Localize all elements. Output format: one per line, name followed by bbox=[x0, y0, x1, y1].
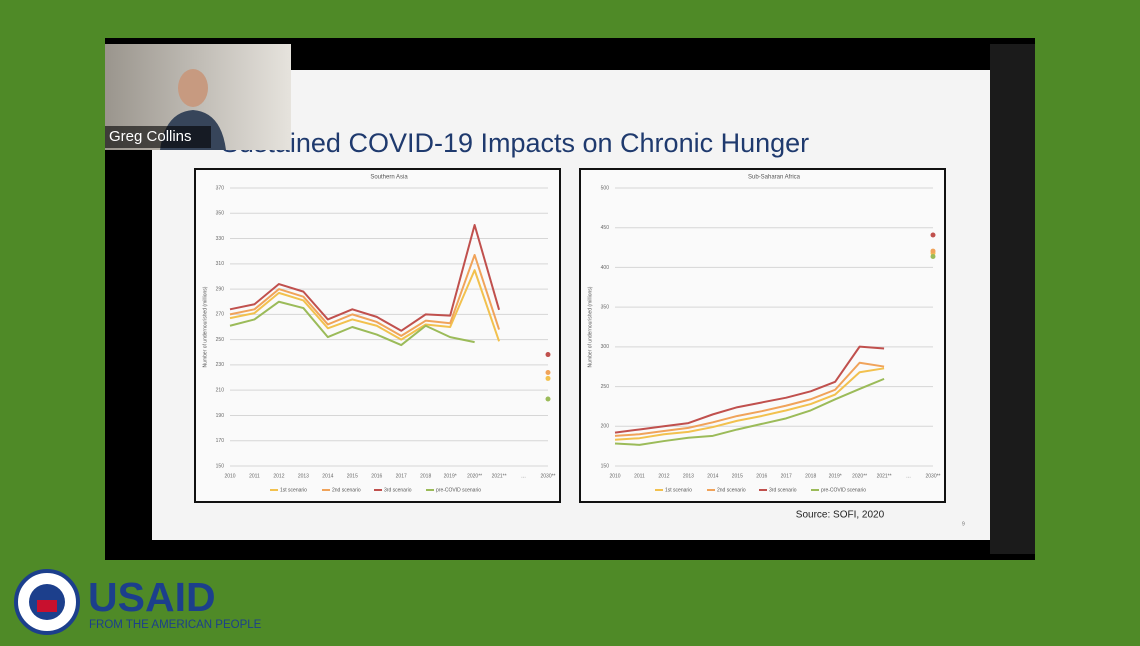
y-tick-label: 400 bbox=[601, 265, 610, 271]
x-tick-label: 2019* bbox=[444, 473, 457, 479]
y-tick-label: 170 bbox=[216, 438, 225, 444]
logo-tagline: FROM THE AMERICAN PEOPLE bbox=[89, 619, 262, 631]
series-point bbox=[545, 396, 551, 402]
x-tick-label: 2014 bbox=[707, 473, 718, 479]
x-tick-label: 2017 bbox=[396, 473, 407, 479]
y-tick-label: 370 bbox=[216, 185, 225, 191]
x-tick-label: … bbox=[521, 473, 526, 479]
y-tick-label: 250 bbox=[216, 337, 225, 343]
x-tick-label: 2020** bbox=[467, 473, 482, 479]
source: Source: SOFI, 2020 bbox=[796, 510, 885, 521]
y-tick-label: 350 bbox=[216, 211, 225, 217]
series-point bbox=[930, 232, 936, 238]
y-axis-label: Number of undernourished (millions) bbox=[202, 286, 208, 367]
legend-label: 2nd scenario bbox=[717, 487, 746, 493]
chart-title: Sub-Saharan Africa bbox=[748, 175, 801, 181]
x-tick-label: 2011 bbox=[634, 473, 645, 479]
slide-title: Sustained COVID-19 Impacts on Chronic Hu… bbox=[221, 128, 809, 158]
x-tick-label: 2017 bbox=[781, 473, 792, 479]
x-tick-label: 2013 bbox=[683, 473, 694, 479]
y-axis-label: Number of undernourished (millions) bbox=[587, 286, 593, 367]
legend-label: pre-COVID scenario bbox=[821, 487, 866, 493]
y-tick-label: 150 bbox=[216, 463, 225, 469]
y-tick-label: 310 bbox=[216, 261, 225, 267]
y-tick-label: 200 bbox=[601, 424, 610, 430]
legend-label: 2nd scenario bbox=[332, 487, 361, 493]
side-panel bbox=[990, 44, 1035, 554]
y-tick-label: 250 bbox=[601, 384, 610, 390]
legend-label: 1st scenario bbox=[280, 487, 307, 493]
y-tick-label: 350 bbox=[601, 304, 610, 310]
x-tick-label: 2018 bbox=[420, 473, 431, 479]
series-point bbox=[930, 253, 936, 259]
legend-label: 3rd scenario bbox=[769, 487, 797, 493]
x-tick-label: 2014 bbox=[322, 473, 333, 479]
y-tick-label: 290 bbox=[216, 286, 225, 292]
x-tick-label: 2010 bbox=[609, 473, 620, 479]
legend-label: pre-COVID scenario bbox=[436, 487, 481, 493]
slide-number: 9 bbox=[962, 521, 965, 527]
y-tick-label: 500 bbox=[601, 185, 610, 191]
y-tick-label: 210 bbox=[216, 388, 225, 394]
y-tick-label: 450 bbox=[601, 225, 610, 231]
x-tick-label: 2016 bbox=[371, 473, 382, 479]
series-point bbox=[930, 248, 936, 254]
y-tick-label: 150 bbox=[601, 463, 610, 469]
x-tick-label: 2030** bbox=[925, 473, 940, 479]
x-tick-label: 2030** bbox=[540, 473, 555, 479]
x-tick-label: 2019* bbox=[829, 473, 842, 479]
name-tag-bg bbox=[105, 126, 211, 148]
y-tick-label: 300 bbox=[601, 344, 610, 350]
x-tick-label: 2012 bbox=[658, 473, 669, 479]
series-point bbox=[545, 352, 551, 358]
x-tick-label: 2016 bbox=[756, 473, 767, 479]
y-tick-label: 230 bbox=[216, 362, 225, 368]
x-tick-label: 2015 bbox=[732, 473, 743, 479]
x-tick-label: 2018 bbox=[805, 473, 816, 479]
x-tick-label: 2012 bbox=[273, 473, 284, 479]
x-tick-label: 2013 bbox=[298, 473, 309, 479]
series-point bbox=[545, 375, 551, 381]
y-tick-label: 270 bbox=[216, 312, 225, 318]
chart-title: Southern Asia bbox=[370, 175, 408, 181]
legend-label: 1st scenario bbox=[665, 487, 692, 493]
participant-name: Greg Collins bbox=[109, 128, 192, 145]
x-tick-label: 2015 bbox=[347, 473, 358, 479]
seal-shield bbox=[37, 600, 57, 612]
x-tick-label: 2021** bbox=[492, 473, 507, 479]
x-tick-label: 2021** bbox=[877, 473, 892, 479]
x-tick-label: 2010 bbox=[224, 473, 235, 479]
logo-name: USAID bbox=[88, 574, 216, 620]
series-point bbox=[545, 369, 551, 375]
x-tick-label: 2011 bbox=[249, 473, 260, 479]
y-tick-label: 190 bbox=[216, 413, 225, 419]
legend-label: 3rd scenario bbox=[384, 487, 412, 493]
face bbox=[178, 69, 208, 107]
y-tick-label: 330 bbox=[216, 236, 225, 242]
x-tick-label: 2020** bbox=[852, 473, 867, 479]
chart-box bbox=[579, 168, 946, 503]
x-tick-label: … bbox=[906, 473, 911, 479]
